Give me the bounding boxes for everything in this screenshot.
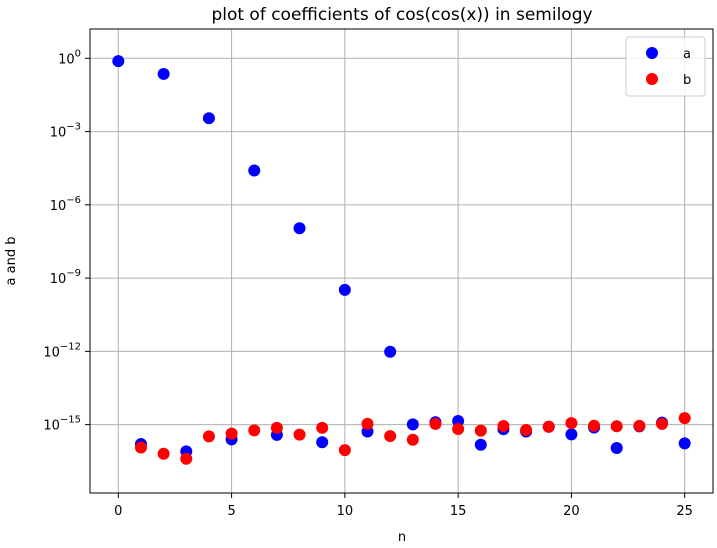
data-point-b [338,444,351,457]
x-tick-label: 10 [337,504,354,519]
grid [90,29,713,493]
chart-title: plot of coefficients of cos(cos(x)) in s… [211,5,592,25]
legend-label-a: a [683,47,691,62]
x-tick-label: 20 [563,504,580,519]
x-tick-label: 25 [676,504,693,519]
y-tick-label: 10−3 [50,122,81,141]
legend-marker-b [646,73,658,85]
data-point-a [202,112,215,125]
data-point-a [474,438,487,451]
data-point-b [384,430,397,443]
data-point-b [497,419,510,432]
legend-box [625,36,706,97]
x-tick-label: 5 [227,504,235,519]
data-point-b [225,427,238,440]
data-point-b [588,419,601,432]
y-tick-label: 10−12 [43,341,81,360]
data-point-b [656,417,669,430]
data-point-a [248,164,261,177]
x-tick-label: 15 [450,504,467,519]
data-point-b [316,421,329,434]
data-point-b [429,417,442,430]
y-axis-label: a and b [4,237,19,286]
y-tick-label: 10−15 [43,415,81,434]
data-point-a [678,437,691,450]
data-point-b [542,420,555,433]
data-point-b [678,412,691,425]
data-point-b [565,417,578,430]
data-point-b [610,420,623,433]
x-axis-label: n [398,530,406,545]
data-point-a [293,222,306,235]
data-point-b [406,433,419,446]
data-point-b [520,424,533,437]
y-tick-label: 10−9 [50,268,81,287]
data-point-a [157,67,170,80]
data-point-b [180,452,193,465]
data-point-a [384,345,397,358]
y-tick-label: 100 [58,48,81,67]
data-point-b [474,424,487,437]
data-point-b [293,428,306,441]
data-point-b [633,419,646,432]
legend-label-b: b [683,73,691,88]
data-point-a [316,436,329,449]
legend-marker-a [646,47,658,59]
data-point-b [202,430,215,443]
data-point-b [270,421,283,434]
data-point-a [610,442,623,455]
data-point-a [112,55,125,68]
data-point-a [338,283,351,296]
data-point-a [565,428,578,441]
data-points [112,55,691,465]
data-point-b [157,447,170,460]
legend: ab [625,36,706,97]
data-point-a [406,418,419,431]
data-point-b [452,423,465,436]
y-tick-label: 10−6 [50,195,81,214]
data-point-b [361,417,374,430]
plot-area-frame [89,28,714,494]
x-tick-label: 0 [114,504,122,519]
data-point-b [248,424,261,437]
axis-ticks: 0 5 10 15 20 25 100 10−3 10−6 10−9 10−12 10−15 [43,48,693,519]
data-point-b [134,441,147,454]
